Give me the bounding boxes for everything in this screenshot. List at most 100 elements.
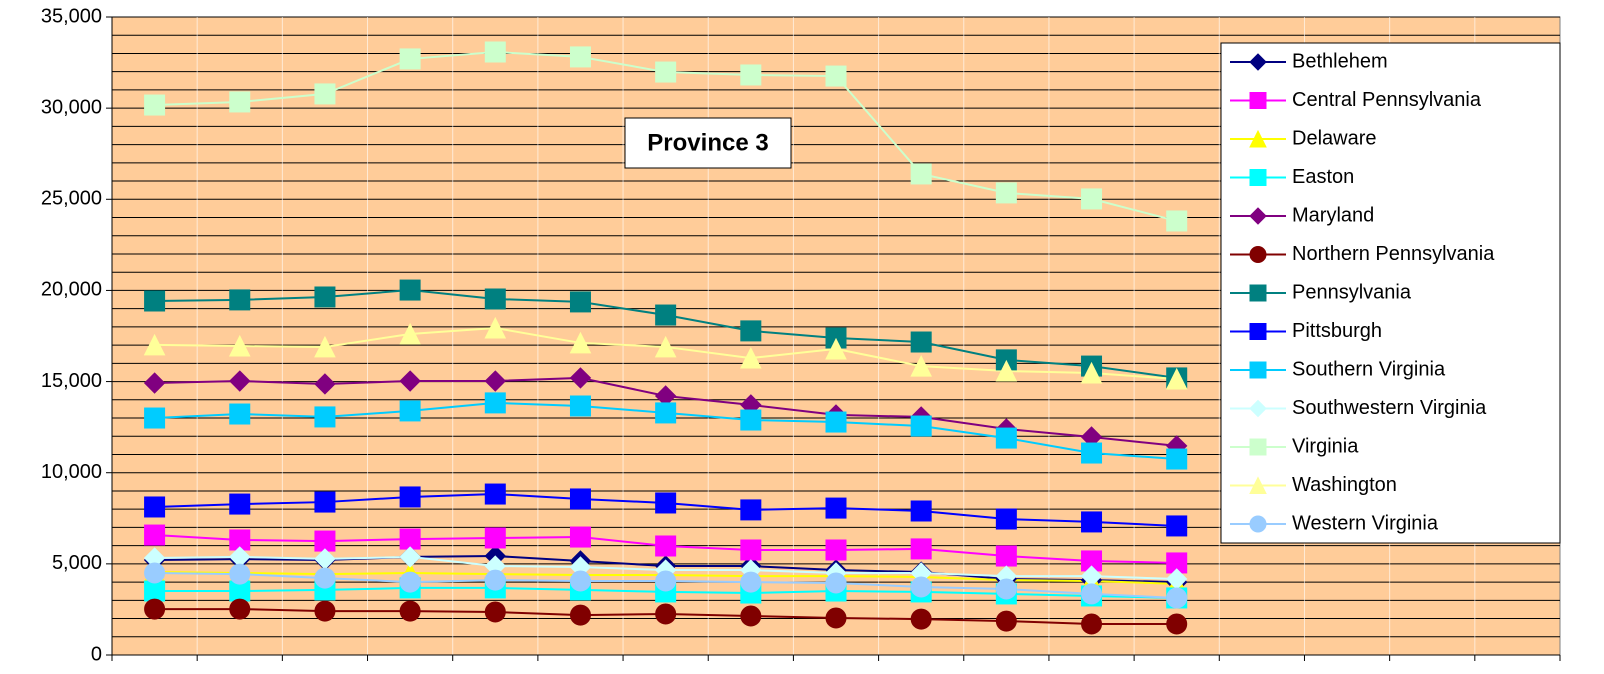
point-marker (314, 567, 336, 589)
legend-marker (1249, 284, 1267, 302)
point-marker (740, 346, 762, 369)
point-marker (228, 334, 251, 357)
point-marker (910, 576, 932, 598)
point-marker (399, 546, 421, 568)
point-marker (740, 409, 762, 431)
point-marker (910, 415, 932, 437)
y-tick-label: 10,000 (41, 461, 102, 483)
title-box (624, 117, 792, 169)
point-marker (229, 598, 251, 620)
legend-marker (1249, 323, 1267, 340)
legend-label: Pittsburgh (1292, 320, 1382, 342)
legend-marker (1249, 515, 1267, 533)
point-marker (569, 367, 592, 389)
point-marker (1081, 583, 1103, 605)
point-marker (910, 500, 932, 522)
point-marker (484, 483, 506, 505)
point-marker (995, 545, 1017, 567)
point-marker (399, 486, 421, 508)
point-marker (995, 610, 1017, 632)
point-marker (314, 335, 336, 358)
point-marker (314, 491, 336, 513)
legend-marker (1249, 476, 1267, 494)
legend-label: Easton (1292, 166, 1354, 188)
point-marker (1166, 587, 1188, 609)
legend-marker (1249, 246, 1267, 263)
point-marker (229, 493, 251, 515)
point-marker (314, 406, 336, 428)
point-marker (1166, 613, 1188, 635)
point-marker (399, 400, 421, 422)
point-marker (825, 65, 847, 87)
point-marker (144, 598, 166, 620)
point-marker (910, 163, 932, 185)
point-marker (229, 289, 251, 311)
point-marker (1081, 613, 1103, 635)
y-tick-label: 35,000 (41, 5, 102, 27)
y-tick-label: 25,000 (41, 188, 102, 210)
legend-label: Southwestern Virginia (1292, 397, 1487, 419)
legend-marker (1249, 361, 1267, 379)
point-marker (229, 91, 251, 113)
point-marker (314, 600, 336, 622)
point-marker (825, 539, 847, 561)
legend-label: Delaware (1292, 127, 1376, 149)
point-marker (399, 322, 421, 345)
point-marker (1166, 210, 1188, 232)
point-marker (655, 402, 677, 424)
point-marker (910, 331, 932, 353)
point-marker (655, 492, 677, 514)
point-marker (655, 603, 677, 625)
point-marker (484, 392, 506, 414)
point-marker (229, 403, 251, 425)
point-marker (144, 580, 166, 602)
legend-marker (1249, 92, 1267, 109)
point-marker (399, 600, 421, 622)
point-marker (740, 499, 762, 521)
point-marker (995, 508, 1017, 530)
legend-label: Western Virginia (1292, 512, 1439, 534)
legend-label: Pennsylvania (1292, 281, 1412, 303)
y-tick-label: 5,000 (52, 552, 102, 574)
point-marker (229, 370, 251, 392)
point-marker (1081, 442, 1103, 464)
point-marker (399, 571, 421, 593)
y-tick-label: 15,000 (41, 370, 102, 392)
point-marker (569, 46, 591, 68)
point-marker (825, 337, 847, 360)
legend-label: Maryland (1292, 204, 1374, 226)
point-marker (569, 526, 591, 548)
point-marker (1166, 515, 1188, 537)
point-marker (910, 538, 932, 560)
point-marker (569, 604, 591, 626)
legend-marker (1249, 53, 1267, 71)
point-marker (399, 48, 421, 70)
point-marker (399, 528, 421, 550)
point-marker (995, 578, 1017, 600)
point-marker (655, 570, 677, 592)
point-marker (1081, 511, 1103, 533)
point-marker (995, 427, 1017, 449)
point-marker (484, 527, 506, 549)
point-marker (740, 571, 762, 593)
point-marker (484, 569, 506, 591)
point-marker (740, 605, 762, 627)
point-marker (314, 530, 336, 552)
point-marker (229, 563, 251, 585)
point-marker (484, 41, 506, 63)
point-marker (1165, 367, 1188, 390)
y-tick-label: 20,000 (41, 279, 102, 301)
point-marker (314, 373, 336, 395)
point-marker (910, 608, 932, 630)
legend-label: Central Pennsylvania (1292, 89, 1482, 111)
point-marker (484, 316, 507, 339)
point-marker (399, 279, 421, 301)
legend-marker (1249, 129, 1267, 148)
point-marker (144, 94, 166, 116)
point-marker (569, 395, 591, 417)
point-marker (825, 572, 847, 594)
legend-marker (1249, 399, 1267, 418)
point-marker (144, 562, 166, 584)
